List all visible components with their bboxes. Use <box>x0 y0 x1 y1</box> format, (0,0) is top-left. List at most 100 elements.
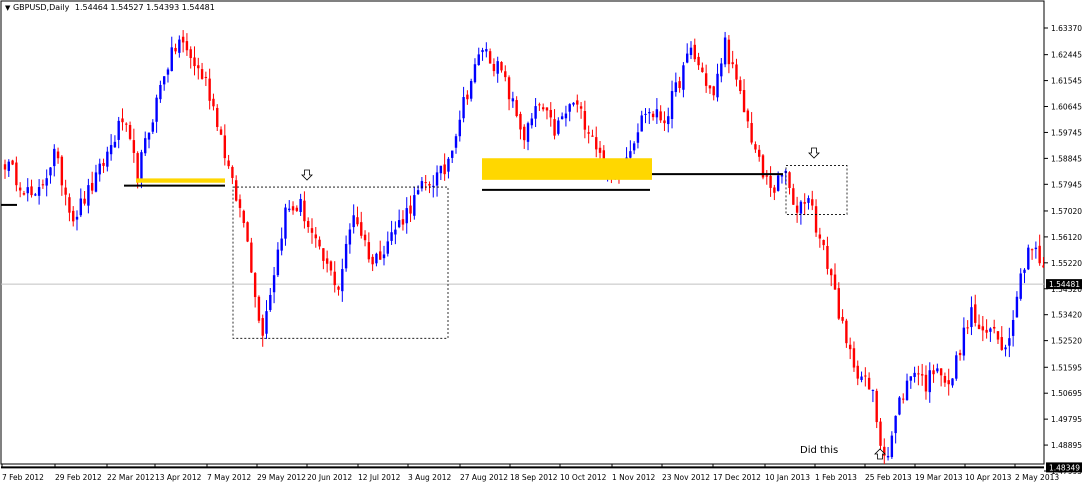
candle-body <box>473 64 477 83</box>
y-tick-label: 1.49795 <box>1051 415 1082 424</box>
candle <box>852 341 856 372</box>
candle-body <box>295 207 299 211</box>
candle-body <box>541 107 545 110</box>
candle <box>545 107 549 120</box>
candle <box>64 179 67 206</box>
candle-body <box>864 375 867 377</box>
candle <box>970 296 973 336</box>
candle <box>746 108 750 129</box>
candle <box>420 176 424 192</box>
candle-body <box>7 161 10 171</box>
candle <box>212 93 215 111</box>
candle <box>526 121 530 151</box>
candle <box>977 314 981 330</box>
candle-body <box>803 202 806 204</box>
candle <box>951 378 954 388</box>
candle <box>727 35 731 74</box>
candle-body <box>257 296 261 321</box>
candle-body <box>3 164 7 170</box>
candle <box>936 363 939 374</box>
candle-body <box>1042 265 1044 268</box>
candle-body <box>799 201 803 214</box>
candle <box>837 282 840 321</box>
candle <box>758 145 761 162</box>
candle <box>981 315 985 342</box>
candle <box>208 68 211 110</box>
candle <box>481 47 484 61</box>
candle-body <box>390 232 393 241</box>
candle <box>572 102 575 107</box>
candle-body <box>966 327 969 329</box>
candle-body <box>310 228 314 233</box>
candle <box>11 159 14 166</box>
candle-body <box>413 195 416 216</box>
candle-body <box>985 329 988 333</box>
candle <box>1015 291 1019 318</box>
candle-body <box>371 256 374 265</box>
bottom-price-box <box>1046 462 1082 473</box>
candle <box>231 165 234 185</box>
candle-body <box>795 205 799 213</box>
time-axis[interactable]: 7 Feb 2012 29 Feb 2012 22 Mar 2012 13 Apr 2… <box>1 464 1059 482</box>
candle-body <box>905 380 909 401</box>
candle-body <box>204 76 208 78</box>
price-axis[interactable]: 1.63370 1.62445 1.61545 1.60645 1.59745 1.588… <box>1044 24 1082 476</box>
candle <box>693 38 696 62</box>
candle-body <box>147 132 151 140</box>
candle <box>90 171 94 195</box>
y-tick-label: 1.63370 <box>1051 24 1082 33</box>
candle <box>924 365 928 400</box>
x-tick-label: 1 Feb 2013 <box>815 473 857 482</box>
arrow-down-icon <box>301 169 313 181</box>
candle-body <box>996 331 1000 340</box>
candle-body <box>60 156 64 186</box>
candle <box>1030 248 1034 260</box>
candle <box>344 235 348 272</box>
candle-body <box>947 380 950 385</box>
candle <box>985 319 988 339</box>
candle <box>109 134 113 161</box>
candle-body <box>314 234 317 239</box>
candle <box>636 123 640 149</box>
candle <box>1019 268 1022 301</box>
candle <box>902 393 905 404</box>
candle-body <box>686 53 689 63</box>
candle-body <box>723 37 727 65</box>
candle <box>117 116 120 149</box>
candle-body <box>401 219 405 225</box>
candle-body <box>504 71 507 78</box>
candle-body <box>185 41 189 51</box>
candle <box>735 58 738 87</box>
ohlc-values: 1.54464 1.54527 1.54393 1.54481 <box>74 3 215 12</box>
candle <box>830 268 833 287</box>
candle-body <box>269 294 272 310</box>
candle-body <box>670 91 674 120</box>
candle <box>318 236 321 250</box>
candle-body <box>682 65 685 90</box>
candle <box>485 42 488 58</box>
candle <box>284 203 287 246</box>
candle-body <box>83 198 86 204</box>
candle-body <box>712 86 715 96</box>
candle-body <box>841 317 844 321</box>
candle <box>720 57 723 83</box>
candle-body <box>18 187 22 191</box>
candle <box>689 41 693 60</box>
candle-body <box>549 109 552 118</box>
candle-body <box>678 81 681 89</box>
candle <box>439 165 443 180</box>
candle <box>826 236 829 275</box>
candle-body <box>238 199 242 208</box>
candle <box>538 102 541 111</box>
triangle-down-icon[interactable]: ▼ <box>5 4 11 12</box>
candle <box>367 232 371 263</box>
candle-body <box>216 107 219 127</box>
candle-body <box>303 200 306 222</box>
candle <box>966 320 969 335</box>
candle <box>996 331 1000 345</box>
candle <box>144 131 147 156</box>
candle-body <box>644 113 647 115</box>
candle <box>432 175 435 198</box>
